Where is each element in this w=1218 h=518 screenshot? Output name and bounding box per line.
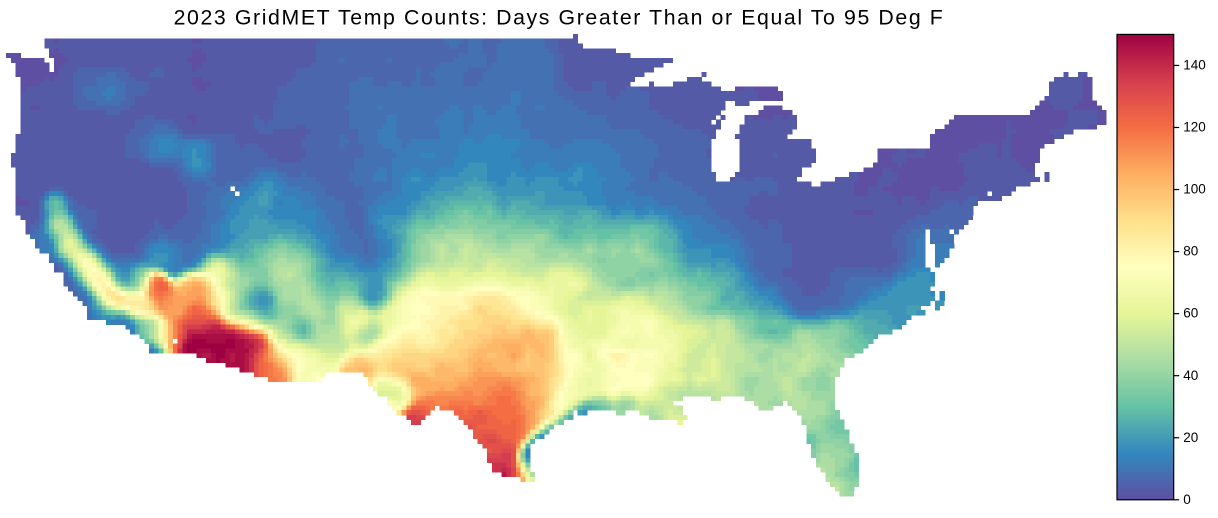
svg-text:80: 80: [1183, 244, 1198, 259]
svg-text:0: 0: [1183, 492, 1191, 507]
svg-text:120: 120: [1183, 120, 1206, 135]
svg-text:2023 GridMET Temp Counts: Days: 2023 GridMET Temp Counts: Days Greater T…: [174, 5, 945, 29]
svg-text:100: 100: [1183, 182, 1206, 197]
svg-text:140: 140: [1183, 57, 1206, 72]
svg-text:40: 40: [1183, 368, 1198, 383]
svg-text:20: 20: [1183, 430, 1198, 445]
svg-text:60: 60: [1183, 306, 1198, 321]
